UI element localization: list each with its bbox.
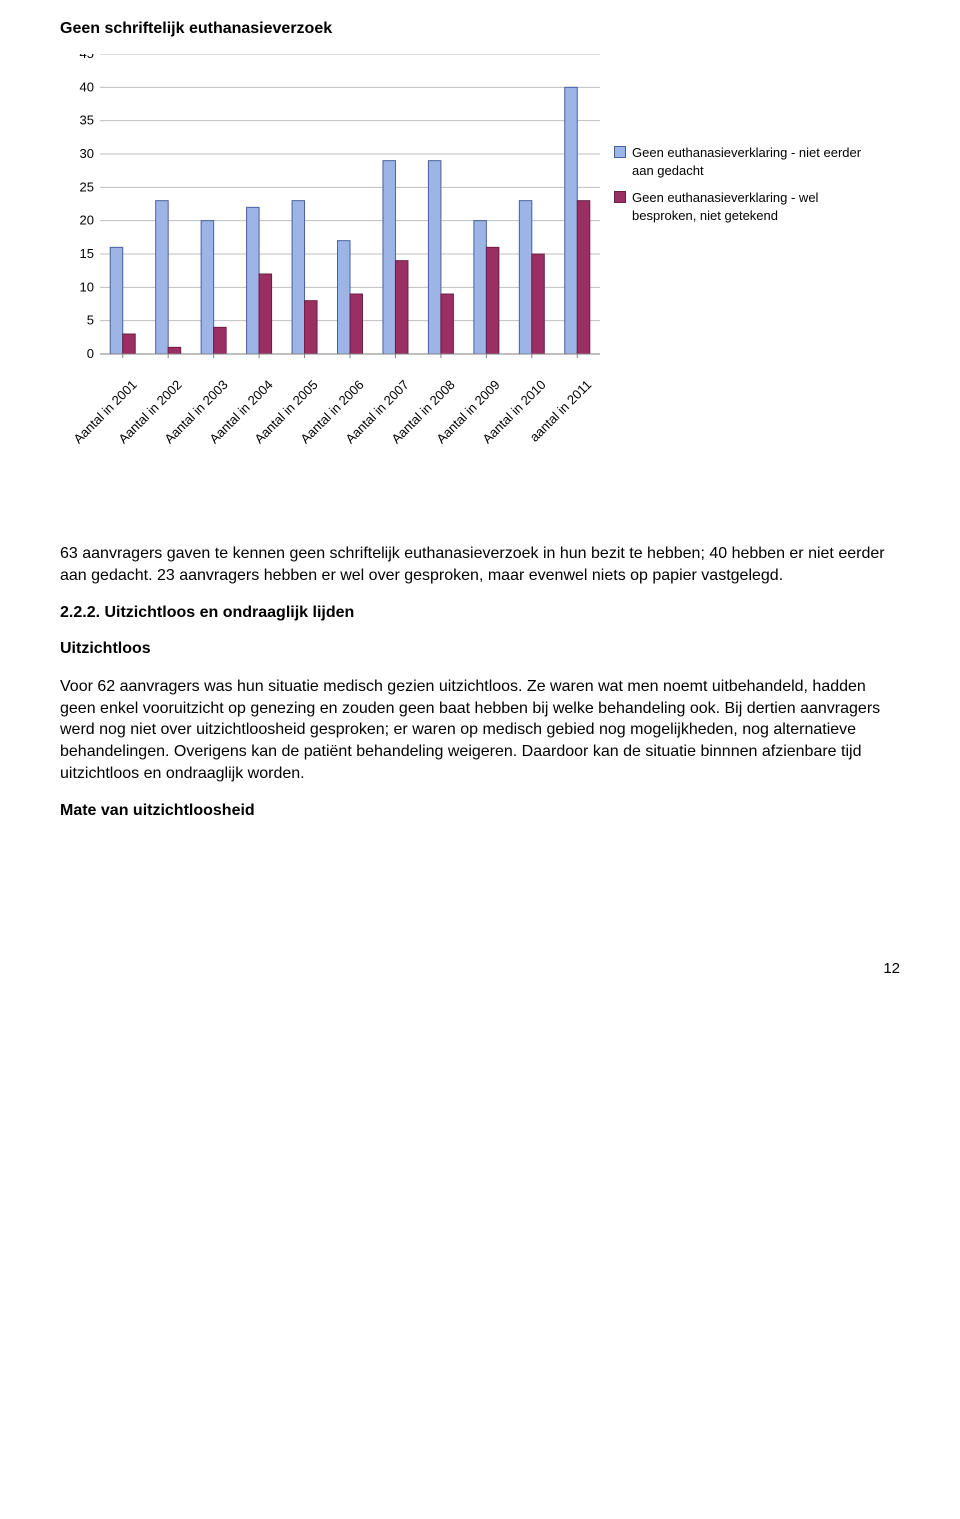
chart-wrapper: 0 5 10 15 20 25 30 35 40 45 Geen euthanasieverkla… [60, 54, 900, 359]
legend-item: Geen euthanasieverklaring - niet eerder … [614, 144, 874, 179]
svg-text:0: 0 [87, 346, 94, 359]
svg-text:40: 40 [80, 79, 94, 94]
page-number: 12 [60, 960, 900, 977]
legend-label: Geen euthanasieverklaring - wel besproke… [632, 189, 874, 224]
legend-swatch [614, 191, 626, 203]
svg-text:45: 45 [80, 54, 94, 61]
legend-item: Geen euthanasieverklaring - wel besproke… [614, 189, 874, 224]
svg-text:15: 15 [80, 246, 94, 261]
legend-swatch [614, 146, 626, 158]
section-heading: 2.2.2. Uitzichtloos en ondraaglijk lijde… [60, 604, 900, 622]
svg-text:5: 5 [87, 313, 94, 328]
svg-text:35: 35 [80, 113, 94, 128]
subheading-uitzichtloos: Uitzichtloos [60, 640, 900, 658]
svg-text:20: 20 [80, 213, 94, 228]
chart-title: Geen schriftelijk euthanasieverzoek [60, 20, 900, 38]
paragraph-2: Voor 62 aanvragers was hun situatie medi… [60, 676, 900, 784]
subheading-mate: Mate van uitzichtloosheid [60, 802, 900, 820]
chart-x-axis-labels: Aantal in 2001Aantal in 2002Aantal in 20… [100, 373, 600, 483]
paragraph-1: 63 aanvragers gaven te kennen geen schri… [60, 543, 900, 586]
chart-legend: Geen euthanasieverklaring - niet eerder … [614, 144, 874, 234]
svg-text:10: 10 [80, 279, 94, 294]
svg-text:25: 25 [80, 179, 94, 194]
legend-label: Geen euthanasieverklaring - niet eerder … [632, 144, 874, 179]
bar-chart: 0 5 10 15 20 25 30 35 40 45 [60, 54, 600, 359]
svg-text:30: 30 [80, 146, 94, 161]
